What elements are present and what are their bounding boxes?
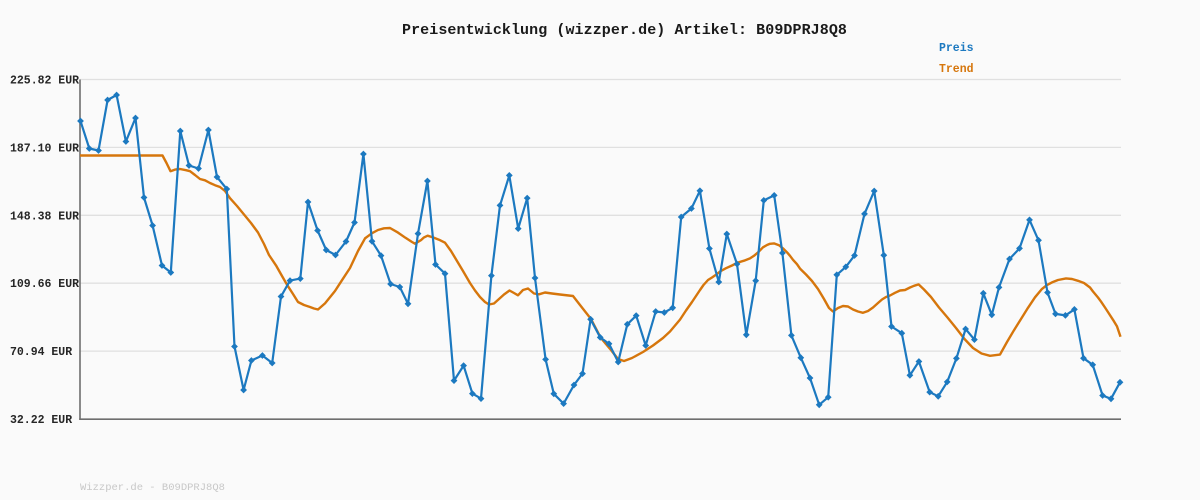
svg-text:Preis: Preis	[939, 42, 974, 55]
svg-text:109.66 EUR: 109.66 EUR	[10, 278, 79, 291]
svg-text:32.22 EUR: 32.22 EUR	[10, 414, 72, 427]
svg-text:Wizzper.de - B09DPRJ8Q8: Wizzper.de - B09DPRJ8Q8	[80, 482, 225, 494]
svg-text:Trend: Trend	[939, 63, 974, 76]
svg-text:70.94 EUR: 70.94 EUR	[10, 346, 72, 359]
svg-text:Preisentwicklung (wizzper.de): Preisentwicklung (wizzper.de) Artikel: B…	[402, 22, 847, 39]
svg-text:148.38 EUR: 148.38 EUR	[10, 210, 79, 223]
svg-text:187.10 EUR: 187.10 EUR	[10, 142, 79, 155]
svg-text:225.82 EUR: 225.82 EUR	[10, 75, 79, 88]
